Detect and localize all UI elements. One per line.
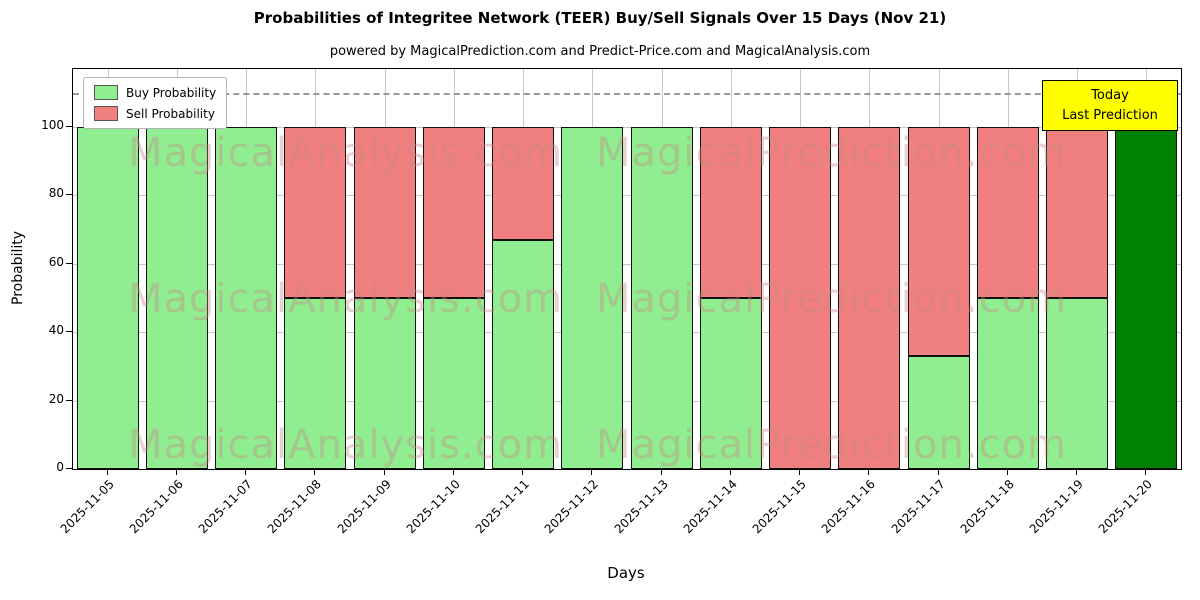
y-tick-mark [66,262,72,264]
buy-segment [492,239,555,469]
x-tick-mark [452,469,454,475]
buy-segment [561,127,624,469]
watermark-text: MagicalPrediction.com [596,130,1067,176]
x-tick-mark [729,469,731,475]
x-tick-mark [799,469,801,475]
legend: Buy Probability Sell Probability [83,77,228,129]
watermark-text: MagicalAnalysis.com [128,276,564,322]
x-tick-mark [314,469,316,475]
watermark-text: MagicalPrediction.com [596,276,1067,322]
chart-title: Probabilities of Integritee Network (TEE… [253,9,947,27]
y-tick-label: 40 [48,323,64,338]
today-annotation-line2: Last Prediction [1062,107,1158,123]
dashed-threshold-line [73,92,1181,95]
sell-segment [422,127,485,299]
y-tick-mark [66,126,72,128]
y-tick-label: 20 [48,391,64,406]
x-tick-mark [1006,469,1008,475]
x-tick-mark [660,469,662,475]
buy-legend-label: Buy Probability [126,85,217,100]
buy-segment [976,298,1039,469]
sell-segment [492,127,555,240]
sell-segment [907,127,970,357]
buy-segment [630,127,693,469]
bar [769,127,832,469]
x-tick-mark [522,469,524,475]
buy-segment [215,127,278,469]
x-tick-mark [106,469,108,475]
buy-segment [1115,127,1178,469]
x-tick-mark [175,469,177,475]
y-tick-label: 60 [48,254,64,269]
bar [976,127,1039,469]
bar [145,127,208,469]
legend-buy-entry: Buy Probability [94,85,216,100]
sell-legend-label: Sell Probability [126,106,215,121]
y-tick-label: 0 [56,460,64,474]
x-axis-label: Days [607,564,645,582]
x-tick-mark [937,469,939,475]
chart-subtitle: powered by MagicalPrediction.com and Pre… [329,44,871,59]
sell-segment [838,127,901,469]
h-gridline [73,400,1181,402]
h-gridline [73,127,1181,129]
buy-legend-swatch [94,85,118,100]
x-tick-mark [383,469,385,475]
plot-area: Buy Probability Sell Probability [72,68,1182,470]
bar [699,127,762,469]
legend-sell-entry: Sell Probability [94,106,216,121]
buy-segment [699,298,762,469]
buy-segment [422,298,485,469]
bar [630,127,693,469]
bar [561,127,624,469]
buy-segment [145,127,208,469]
watermark-text: MagicalPrediction.com [596,422,1067,468]
bar [838,127,901,469]
y-tick-mark [66,399,72,401]
today-annotation: Today Last Prediction [1042,80,1178,131]
h-gridline [73,195,1181,197]
x-tick-mark [591,469,593,475]
sell-segment [353,127,416,299]
h-gridline [73,263,1181,265]
sell-segment [284,127,347,299]
y-tick-mark [66,194,72,196]
sell-legend-swatch [94,106,118,121]
bar [422,127,485,469]
y-tick-mark [66,331,72,333]
buy-segment [353,298,416,469]
sell-segment [1046,127,1109,299]
today-annotation-line1: Today [1091,88,1129,103]
sell-segment [769,127,832,469]
watermark-text: MagicalAnalysis.com [128,422,564,468]
bar [492,127,555,469]
buy-segment [1046,298,1109,469]
h-gridline [73,332,1181,334]
sell-segment [976,127,1039,299]
x-tick-mark [1076,469,1078,475]
x-tick-mark [868,469,870,475]
y-tick-label: 80 [48,186,64,201]
bar [284,127,347,469]
bar [907,127,970,469]
bar [353,127,416,469]
bar [1115,127,1178,469]
bar [1046,127,1109,469]
y-tick-label: 100 [41,118,64,133]
buy-segment [284,298,347,469]
bar [215,127,278,469]
sell-segment [699,127,762,299]
x-tick-mark [245,469,247,475]
y-tick-mark [66,468,72,469]
watermark-text: MagicalAnalysis.com [128,130,564,176]
buy-segment [907,356,970,469]
x-tick-mark [1145,469,1147,475]
